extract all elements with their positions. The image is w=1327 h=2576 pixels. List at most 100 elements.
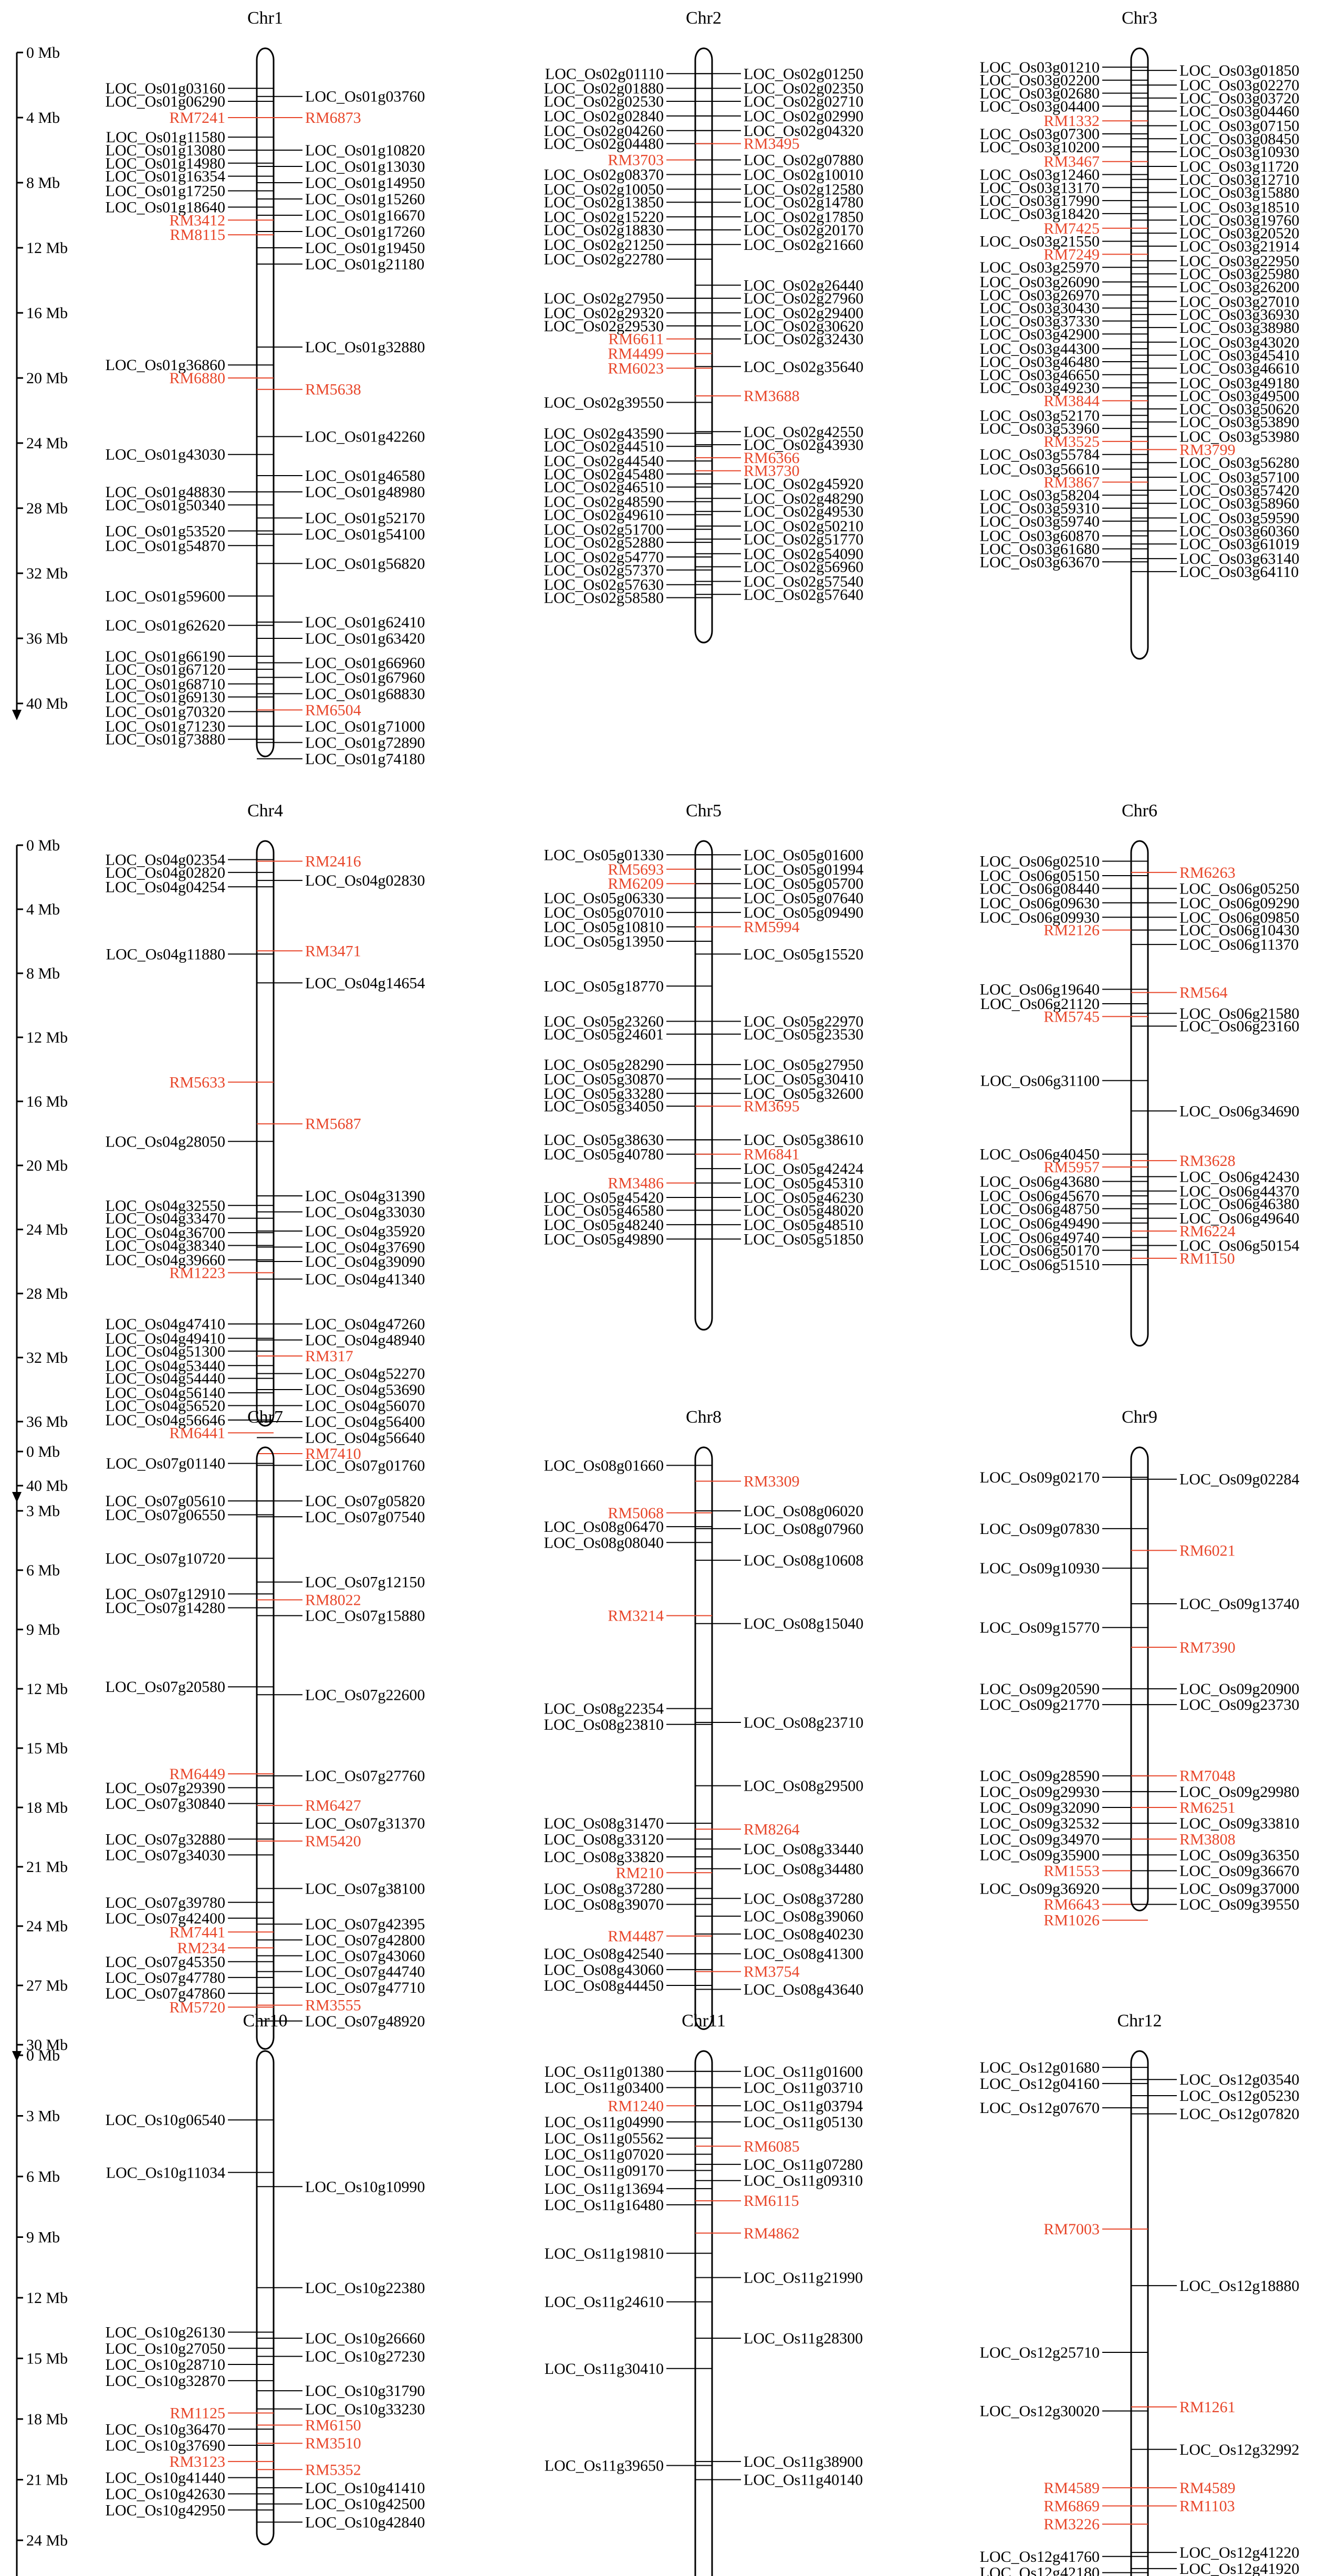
- gene-label: LOC_Os06g09850: [1179, 909, 1299, 926]
- gene-label: LOC_Os10g32870: [106, 2372, 225, 2390]
- gene-label: LOC_Os02g43590: [544, 425, 664, 442]
- gene-label: LOC_Os09g33810: [1179, 1815, 1299, 1832]
- gene-label: LOC_Os10g36470: [106, 2421, 225, 2438]
- gene-label: LOC_Os01g19450: [305, 239, 425, 257]
- gene-label: LOC_Os10g42630: [106, 2485, 225, 2503]
- scale-tick-label: 20 Mb: [26, 370, 68, 387]
- gene-label: LOC_Os12g42180: [980, 2564, 1100, 2576]
- scale-tick-label: 21 Mb: [26, 2472, 68, 2489]
- gene-label: LOC_Os06g49490: [980, 1215, 1100, 1232]
- gene-label: LOC_Os12g01680: [980, 2059, 1100, 2076]
- scale-tick-label: 12 Mb: [26, 1680, 68, 1698]
- marker-label: RM3226: [1043, 2516, 1100, 2533]
- gene-label: LOC_Os02g21250: [544, 236, 664, 254]
- chromosome-body: [256, 1446, 275, 2050]
- gene-label: LOC_Os06g44370: [1179, 1183, 1299, 1200]
- gene-label: LOC_Os10g31790: [305, 2382, 425, 2400]
- gene-label: LOC_Os02g52880: [544, 534, 664, 551]
- marker-label: RM6841: [744, 1146, 800, 1163]
- marker-label: RM6643: [1043, 1896, 1100, 1913]
- marker-label: RM5420: [305, 1833, 361, 1850]
- gene-label: LOC_Os03g01210: [980, 59, 1100, 76]
- gene-label: LOC_Os01g13080: [106, 142, 225, 159]
- marker-label: RM7249: [1043, 246, 1100, 263]
- gene-label: LOC_Os02g20170: [744, 222, 863, 239]
- gene-label: LOC_Os01g10820: [305, 142, 425, 159]
- gene-label: LOC_Os02g49610: [544, 506, 664, 523]
- gene-label: LOC_Os03g60360: [1179, 522, 1299, 540]
- gene-label: LOC_Os08g07960: [744, 1520, 863, 1538]
- marker-label: RM7048: [1179, 1768, 1236, 1785]
- gene-label: LOC_Os08g06470: [544, 1518, 664, 1536]
- gene-label: LOC_Os03g04400: [980, 98, 1100, 115]
- gene-label: LOC_Os01g03160: [106, 80, 225, 97]
- gene-label: LOC_Os04g56520: [106, 1397, 225, 1415]
- gene-label: LOC_Os03g56280: [1179, 454, 1299, 471]
- marker-label: RM6209: [608, 875, 664, 892]
- gene-label: LOC_Os01g68830: [305, 685, 425, 702]
- gene-label: LOC_Os01g15260: [305, 191, 425, 208]
- marker-label: RM4589: [1043, 2479, 1100, 2497]
- marker-label: RM6023: [608, 360, 664, 377]
- gene-label: LOC_Os02g50210: [744, 518, 863, 535]
- marker-label: RM3867: [1043, 474, 1100, 491]
- scale-tick-label: 0 Mb: [26, 2047, 60, 2064]
- gene-label: LOC_Os08g08040: [544, 1534, 664, 1551]
- gene-label: LOC_Os07g42400: [106, 1910, 225, 1927]
- gene-label: LOC_Os06g09290: [1179, 895, 1299, 912]
- gene-label: LOC_Os06g51510: [980, 1256, 1100, 1274]
- gene-label: LOC_Os03g60870: [980, 528, 1100, 545]
- gene-label: LOC_Os10g27230: [305, 2348, 425, 2365]
- marker-label: RM8115: [170, 226, 225, 244]
- gene-label: LOC_Os11g04990: [545, 2114, 664, 2131]
- gene-label: LOC_Os02g01880: [544, 80, 664, 97]
- gene-label: LOC_Os01g67960: [305, 669, 425, 686]
- gene-label: LOC_Os04g56070: [305, 1397, 425, 1415]
- gene-label: LOC_Os05g38610: [744, 1131, 863, 1149]
- gene-label: LOC_Os04g36700: [106, 1224, 225, 1242]
- marker-label: RM8264: [744, 1821, 800, 1838]
- gene-label: LOC_Os03g21550: [980, 233, 1100, 250]
- marker-label: RM3123: [169, 2453, 225, 2470]
- marker-label: RM5352: [305, 2461, 361, 2478]
- gene-label: LOC_Os11g39650: [545, 2457, 664, 2475]
- gene-label: LOC_Os11g24610: [545, 2294, 664, 2311]
- gene-label: LOC_Os10g10990: [305, 2178, 425, 2195]
- gene-label: LOC_Os08g37280: [544, 1880, 664, 1897]
- gene-label: LOC_Os10g27050: [106, 2340, 225, 2357]
- gene-label: LOC_Os01g48830: [106, 483, 225, 501]
- chromosome-title: Chr4: [247, 801, 283, 821]
- gene-label: LOC_Os03g01850: [1179, 62, 1299, 79]
- gene-label: LOC_Os05g23530: [744, 1026, 863, 1043]
- gene-label: LOC_Os04g35920: [305, 1223, 425, 1240]
- gene-label: LOC_Os02g32430: [744, 331, 863, 348]
- gene-label: LOC_Os05g38630: [544, 1131, 664, 1149]
- gene-label: LOC_Os03g61680: [980, 541, 1100, 558]
- gene-label: LOC_Os08g10608: [744, 1552, 863, 1569]
- gene-label: LOC_Os02g02840: [544, 108, 664, 125]
- marker-label: RM3486: [608, 1175, 664, 1192]
- gene-label: LOC_Os10g33230: [305, 2401, 425, 2418]
- scale-tick-label: 20 Mb: [26, 1157, 68, 1174]
- gene-label: LOC_Os04g14654: [305, 974, 425, 992]
- gene-label: LOC_Os01g43030: [106, 446, 225, 464]
- marker-label: RM3799: [1179, 441, 1236, 458]
- gene-label: LOC_Os02g54090: [744, 545, 863, 563]
- gene-label: LOC_Os10g41440: [106, 2469, 225, 2487]
- chromosome-body: [1130, 2050, 1149, 2576]
- marker-label: RM564: [1179, 984, 1228, 1002]
- gene-label: LOC_Os10g41410: [305, 2479, 425, 2497]
- gene-label: LOC_Os10g42500: [305, 2496, 425, 2513]
- gene-label: LOC_Os03g27010: [1179, 293, 1299, 310]
- gene-label: LOC_Os02g02710: [744, 93, 863, 110]
- marker-label: RM7390: [1179, 1639, 1236, 1656]
- gene-label: LOC_Os02g58580: [544, 590, 664, 607]
- marker-label: RM5720: [169, 1999, 225, 2016]
- gene-label: LOC_Os03g50620: [1179, 401, 1299, 418]
- gene-label: LOC_Os05g46580: [544, 1202, 664, 1219]
- gene-label: LOC_Os07g06550: [106, 1507, 225, 1524]
- marker-label: RM3695: [744, 1098, 800, 1115]
- marker-label: RM4862: [744, 2225, 800, 2242]
- gene-label: LOC_Os02g22780: [544, 251, 664, 268]
- gene-label: LOC_Os03g11720: [1179, 158, 1299, 175]
